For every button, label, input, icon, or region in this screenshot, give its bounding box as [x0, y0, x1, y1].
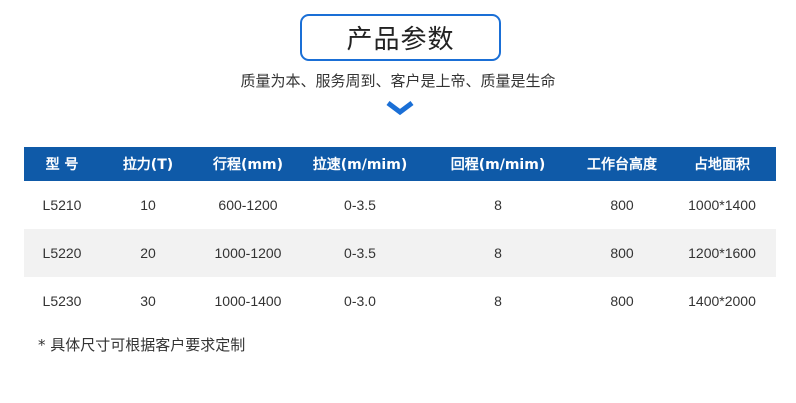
cell: 20 — [140, 245, 156, 261]
cell: 1000*1400 — [688, 197, 756, 213]
header-cell: 型 号 — [45, 157, 79, 173]
cell: 0-3.5 — [344, 197, 376, 213]
header-cell: 行程(mm) — [213, 157, 283, 173]
header-cell: 拉力(T) — [122, 157, 174, 173]
cell: 8 — [494, 245, 502, 261]
cell: 600-1200 — [218, 197, 278, 213]
section-title: 产品参数 — [300, 14, 501, 61]
cell: L5220 — [42, 245, 82, 261]
table-row: L5220 20 1000-1200 0-3.5 8 800 1200*1600 — [24, 229, 776, 277]
table-row: L5210 10 600-1200 0-3.5 8 800 1000*1400 — [24, 181, 776, 229]
cell: 1000-1200 — [214, 245, 282, 261]
cell: 1200*1600 — [688, 245, 756, 261]
cell: 8 — [494, 293, 502, 309]
cell: 1000-1400 — [214, 293, 282, 309]
table-row: L5230 30 1000-1400 0-3.0 8 800 1400*2000 — [24, 277, 776, 325]
cell: 0-3.5 — [344, 245, 376, 261]
cell: 0-3.0 — [344, 293, 376, 309]
cell: L5210 — [42, 197, 82, 213]
chevron-down-icon — [386, 101, 414, 116]
cell: 30 — [140, 293, 156, 309]
header-cell: 拉速(m/mim) — [312, 157, 408, 173]
cell: 800 — [610, 293, 634, 309]
header-cell: 回程(m/mim) — [450, 157, 546, 173]
cell: 1400*2000 — [688, 293, 756, 309]
header-cell: 工作台高度 — [587, 157, 657, 173]
cell: 10 — [140, 197, 156, 213]
footnote: * 具体尺寸可根据客户要求定制 — [38, 336, 246, 354]
table-header: 型 号 拉力(T) 行程(mm) 拉速(m/mim) 回程(m/mim) 工作台… — [24, 147, 776, 181]
header-cell: 占地面积 — [694, 157, 750, 173]
cell: 800 — [610, 197, 634, 213]
spec-table: 型 号 拉力(T) 行程(mm) 拉速(m/mim) 回程(m/mim) 工作台… — [24, 147, 776, 325]
cell: L5230 — [42, 293, 82, 309]
slogan: 质量为本、服务周到、客户是上帝、质量是生命 — [240, 72, 556, 90]
cell: 800 — [610, 245, 634, 261]
cell: 8 — [494, 197, 502, 213]
